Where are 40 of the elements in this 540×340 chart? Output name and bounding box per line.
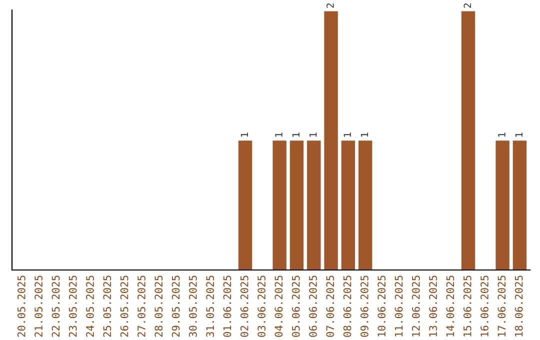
x-tick-label: 05.06.2025: [292, 276, 300, 337]
data-label: 1: [292, 132, 300, 137]
x-tick-label: 18.06.2025: [514, 276, 523, 336]
x-tick-label: 16.06.2025: [480, 276, 488, 336]
x-tick-label: 23.05.2025: [68, 276, 77, 337]
data-label: 2: [464, 3, 471, 8]
x-tick-label: 29.05.2025: [172, 276, 180, 337]
x-tick-label: 21.05.2025: [34, 276, 42, 337]
data-label: 1: [240, 132, 248, 137]
data-label: 1: [344, 132, 351, 137]
x-tick-label: 24.05.2025: [86, 276, 94, 337]
data-label: 1: [310, 132, 317, 137]
x-tick-label: 07.06.2025: [326, 276, 334, 337]
x-tick-label: 28.05.2025: [154, 276, 163, 337]
x-tick-label: 27.05.2025: [138, 276, 146, 337]
x-tick-label: 25.05.2025: [103, 276, 112, 337]
x-tick-label: 12.06.2025: [412, 276, 420, 336]
data-label: 1: [275, 132, 282, 137]
x-tick-label: 08.06.2025: [343, 276, 352, 337]
x-tick-label: 14.06.2025: [446, 276, 454, 336]
x-tick-label: 31.05.2025: [206, 276, 214, 337]
x-tick-label: 06.06.2025: [309, 276, 317, 337]
data-label: 1: [360, 132, 368, 137]
x-tick-label: 22.05.2025: [52, 276, 60, 337]
x-tick-label: 02.06.2025: [240, 276, 248, 337]
x-tick-label: 10.06.2025: [378, 276, 386, 336]
data-label: 1: [498, 132, 506, 137]
x-tick-label: 15.06.2025: [463, 276, 472, 336]
x-tick-label: 04.06.2025: [274, 276, 283, 337]
x-tick-label: 01.06.2025: [223, 276, 232, 337]
x-tick-label: 30.05.2025: [188, 276, 197, 337]
x-tick-label: 03.06.2025: [258, 276, 266, 337]
data-label: 2: [326, 3, 334, 8]
x-tick-label: 11.06.2025: [394, 276, 403, 336]
x-tick-label: 20.05.2025: [17, 276, 26, 337]
x-tick-label: 17.06.2025: [498, 276, 506, 336]
x-tick-label: 13.06.2025: [429, 276, 437, 336]
data-label: 1: [515, 132, 522, 137]
x-tick-label: 26.05.2025: [120, 276, 128, 337]
x-tick-label: 09.06.2025: [360, 276, 368, 337]
